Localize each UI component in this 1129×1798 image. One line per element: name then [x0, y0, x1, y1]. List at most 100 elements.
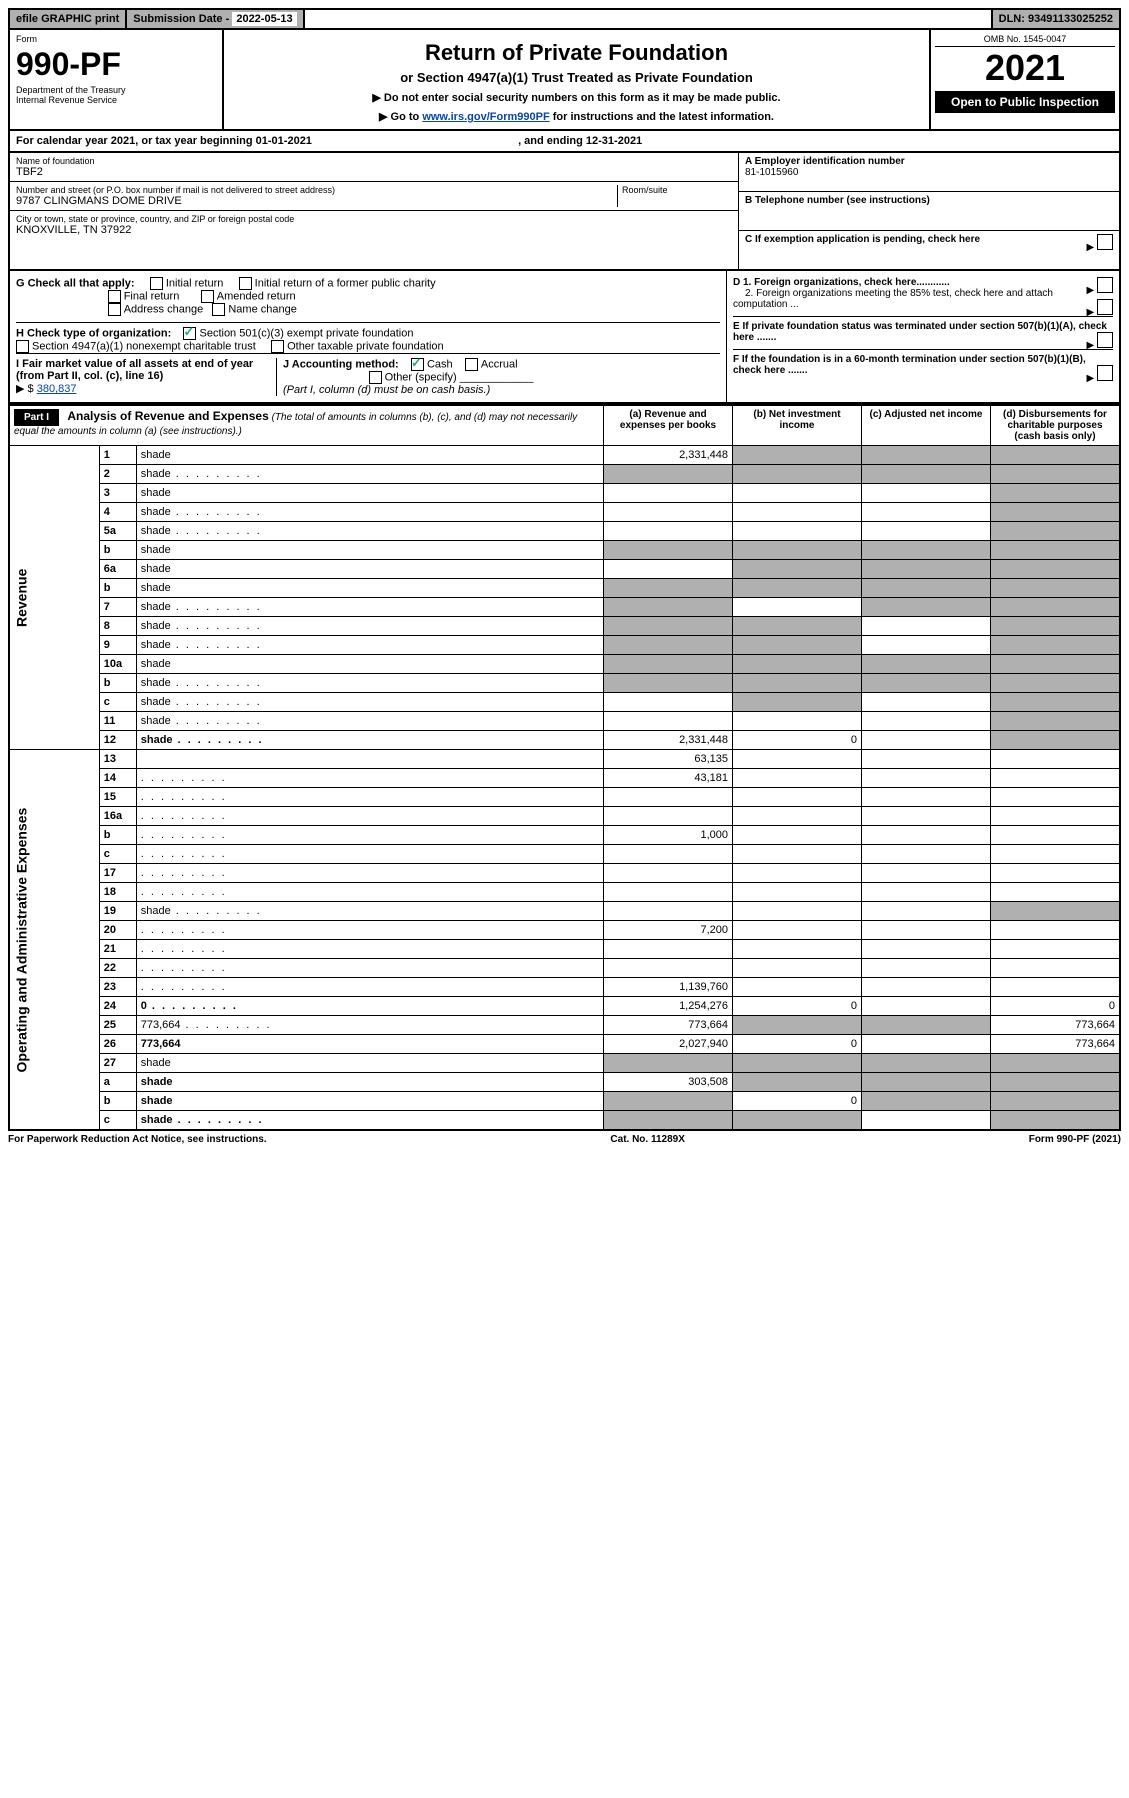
lbl-cash: Cash	[427, 358, 453, 370]
form-subtitle: or Section 4947(a)(1) Trust Treated as P…	[230, 70, 923, 85]
chk-name-change[interactable]	[212, 303, 225, 316]
chk-initial[interactable]	[150, 277, 163, 290]
cell-b	[733, 978, 862, 997]
cell-a	[604, 484, 733, 503]
cell-c	[862, 446, 991, 465]
table-row: 17	[9, 864, 1120, 883]
form-label: Form	[16, 34, 216, 44]
ein-val: 81-1015960	[745, 167, 1113, 178]
cell-d	[991, 560, 1121, 579]
cell-c	[862, 522, 991, 541]
instr2-link[interactable]: www.irs.gov/Form990PF	[422, 111, 549, 123]
cell-a	[604, 560, 733, 579]
table-row: 4shade	[9, 503, 1120, 522]
table-row: Operating and Administrative Expenses136…	[9, 750, 1120, 769]
chk-4947[interactable]	[16, 340, 29, 353]
chk-other-taxable[interactable]	[271, 340, 284, 353]
address-row: Number and street (or P.O. box number if…	[10, 182, 738, 211]
line-number: 21	[99, 940, 136, 959]
ein-cell: A Employer identification number 81-1015…	[739, 153, 1119, 192]
cell-b	[733, 503, 862, 522]
chk-cash[interactable]	[411, 358, 424, 371]
cell-b: 0	[733, 1092, 862, 1111]
cell-b	[733, 712, 862, 731]
cell-a	[604, 1092, 733, 1111]
header-right: OMB No. 1545-0047 2021 Open to Public In…	[931, 30, 1119, 129]
line-desc: shade	[136, 579, 603, 598]
cell-b: 0	[733, 997, 862, 1016]
chk-501c3[interactable]	[183, 327, 196, 340]
cell-b	[733, 845, 862, 864]
chk-final[interactable]	[108, 290, 121, 303]
line-number: 11	[99, 712, 136, 731]
cell-d	[991, 1073, 1121, 1092]
table-row: 2401,254,27600	[9, 997, 1120, 1016]
cell-a	[604, 883, 733, 902]
table-row: 6ashade	[9, 560, 1120, 579]
table-row: b1,000	[9, 826, 1120, 845]
cell-d	[991, 1092, 1121, 1111]
line-desc	[136, 959, 603, 978]
cell-b	[733, 959, 862, 978]
lbl-name-change: Name change	[228, 303, 297, 315]
line-desc	[136, 750, 603, 769]
cell-d	[991, 655, 1121, 674]
table-row: 22	[9, 959, 1120, 978]
checks-right: D 1. Foreign organizations, check here..…	[726, 271, 1119, 402]
chk-amended[interactable]	[201, 290, 214, 303]
line-number: 25	[99, 1016, 136, 1035]
table-row: 21	[9, 940, 1120, 959]
cell-a	[604, 522, 733, 541]
table-row: bshade	[9, 541, 1120, 560]
f-checkbox[interactable]	[1097, 365, 1113, 381]
header-mid: Return of Private Foundation or Section …	[224, 30, 931, 129]
cell-a	[604, 598, 733, 617]
line-number: 4	[99, 503, 136, 522]
chk-accrual[interactable]	[465, 358, 478, 371]
table-row: 10ashade	[9, 655, 1120, 674]
cell-d	[991, 636, 1121, 655]
cell-b: 0	[733, 731, 862, 750]
c-checkbox[interactable]	[1097, 234, 1113, 250]
f-label: F If the foundation is in a 60-month ter…	[733, 354, 1086, 376]
d2-checkbox[interactable]	[1097, 299, 1113, 315]
cell-d	[991, 864, 1121, 883]
name-label: Name of foundation	[16, 156, 732, 166]
line-desc: shade	[136, 1073, 603, 1092]
cell-a: 1,254,276	[604, 997, 733, 1016]
cell-c	[862, 959, 991, 978]
cell-b	[733, 864, 862, 883]
cell-d	[991, 750, 1121, 769]
line-desc: 773,664	[136, 1016, 603, 1035]
chk-initial-former[interactable]	[239, 277, 252, 290]
table-row: 27shade	[9, 1054, 1120, 1073]
line-number: 15	[99, 788, 136, 807]
d1-checkbox[interactable]	[1097, 277, 1113, 293]
chk-addr-change[interactable]	[108, 303, 121, 316]
cal-pre: For calendar year 2021, or tax year begi…	[16, 135, 256, 147]
cell-b	[733, 484, 862, 503]
table-row: 7shade	[9, 598, 1120, 617]
line-desc: shade	[136, 902, 603, 921]
cell-a	[604, 503, 733, 522]
expenses-side-label: Operating and Administrative Expenses	[9, 750, 99, 1131]
subdate-cell: Submission Date - 2022-05-13	[127, 10, 304, 28]
col-c-hdr: (c) Adjusted net income	[862, 405, 991, 446]
line-desc	[136, 921, 603, 940]
cell-d	[991, 674, 1121, 693]
cell-b	[733, 940, 862, 959]
cell-a	[604, 1111, 733, 1131]
e-checkbox[interactable]	[1097, 332, 1113, 348]
table-row: 8shade	[9, 617, 1120, 636]
cell-d	[991, 845, 1121, 864]
table-row: c	[9, 845, 1120, 864]
table-row: cshade	[9, 693, 1120, 712]
line-number: 22	[99, 959, 136, 978]
cell-b	[733, 902, 862, 921]
line-number: 3	[99, 484, 136, 503]
chk-other-method[interactable]	[369, 371, 382, 384]
cell-b	[733, 788, 862, 807]
cell-b	[733, 883, 862, 902]
cell-b	[733, 579, 862, 598]
cell-d	[991, 807, 1121, 826]
